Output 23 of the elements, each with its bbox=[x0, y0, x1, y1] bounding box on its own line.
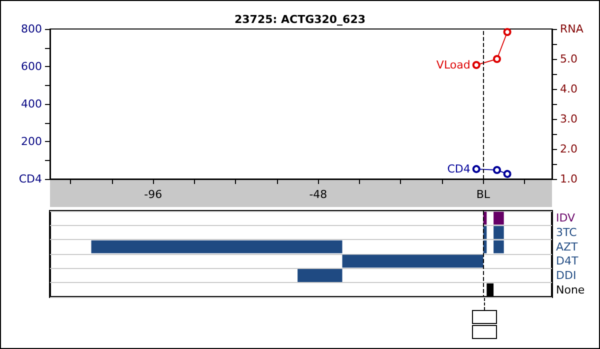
x-tick-label: -96 bbox=[144, 188, 162, 201]
series-label: VLoad bbox=[436, 58, 470, 72]
y2-tick-label: 2.0 bbox=[560, 142, 578, 156]
y-tick-label: 400 bbox=[21, 98, 42, 110]
x-tick-label: BL bbox=[476, 188, 491, 201]
y-tick-label: AZT bbox=[556, 240, 578, 254]
y-tick-label: 200 bbox=[21, 135, 42, 148]
y-tick-label: CD4 bbox=[18, 172, 42, 186]
y-tick-label: 800 bbox=[21, 22, 42, 36]
y2-tick-label: 4.0 bbox=[560, 82, 578, 96]
y-tick-label: 3TC bbox=[556, 226, 578, 239]
y2-tick-label: RNA bbox=[560, 22, 584, 36]
chart-title: 23725: ACTG320_623 bbox=[234, 13, 366, 26]
y-tick-label: 600 bbox=[21, 60, 42, 73]
y2-tick-label: 1.0 bbox=[560, 172, 578, 186]
y-tick-label: None bbox=[556, 283, 585, 296]
y-tick-label: IDV bbox=[556, 212, 576, 225]
y2-tick-label: 5.0 bbox=[560, 52, 578, 66]
y2-tick-label: 3.0 bbox=[560, 112, 578, 126]
y-tick-label: D4T bbox=[556, 254, 578, 268]
x-tick-label: -48 bbox=[309, 188, 328, 201]
series-label: CD4 bbox=[447, 162, 470, 176]
y-tick-label: DDI bbox=[556, 269, 576, 282]
